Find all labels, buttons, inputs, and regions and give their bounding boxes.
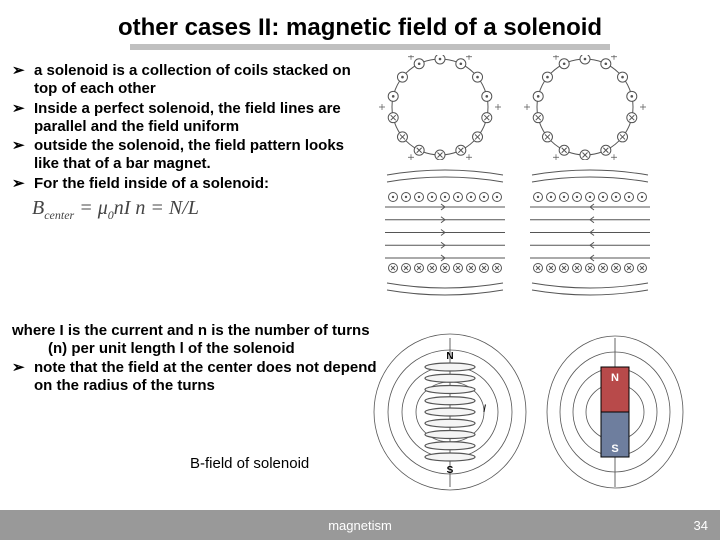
bullet-arrow-icon: ➢ <box>12 175 25 193</box>
equation-sub: center <box>44 208 74 222</box>
equation-part: B <box>32 197 44 219</box>
footer-text: magnetism <box>0 518 720 533</box>
bullet-text: For the field inside of a solenoid: <box>34 175 269 192</box>
bullet-item: ➢ For the field inside of a solenoid: <box>12 175 362 193</box>
svg-text:I: I <box>483 403 486 415</box>
field-diagram-right <box>520 165 660 300</box>
bullet-arrow-icon: ➢ <box>12 100 25 118</box>
bullet-item: ➢ Inside a perfect solenoid, the field li… <box>12 100 362 137</box>
bullet-arrow-icon: ➢ <box>12 137 25 155</box>
bullet-arrow-icon: ➢ <box>12 359 25 377</box>
content-lower: where I is the current and n is the numb… <box>12 322 380 396</box>
svg-text:N: N <box>611 372 619 384</box>
bullet-arrow-icon: ➢ <box>12 62 25 80</box>
bullet-text: a solenoid is a collection of coils stac… <box>34 62 351 97</box>
svg-text:S: S <box>447 465 454 476</box>
ring-diagram-left <box>375 55 505 160</box>
solenoid-diagram: N S I <box>370 330 530 495</box>
bullet-item: ➢ note that the field at the center does … <box>12 359 380 396</box>
bullet-item: ➢ a solenoid is a collection of coils sta… <box>12 62 362 99</box>
figure-caption: B-field of solenoid <box>190 455 309 472</box>
bullet-text: outside the solenoid, the field pattern … <box>34 137 344 172</box>
equation-part: μ <box>98 197 108 219</box>
equation-part: n = N/L <box>135 197 199 219</box>
bullet-text: Inside a perfect solenoid, the field lin… <box>34 100 341 135</box>
svg-text:N: N <box>446 351 453 362</box>
slide-title: other cases II: magnetic field of a sole… <box>0 14 720 42</box>
svg-text:S: S <box>611 443 618 455</box>
bullet-list-lower: ➢ note that the field at the center does … <box>12 359 380 396</box>
bullet-text: note that the field at the center does n… <box>34 359 377 394</box>
content-block: ➢ a solenoid is a collection of coils sta… <box>12 62 362 227</box>
field-diagram-left <box>375 165 515 300</box>
equation-part: nI <box>114 197 131 219</box>
bullet-list: ➢ a solenoid is a collection of coils sta… <box>12 62 362 193</box>
bar-magnet-diagram: NS <box>540 330 690 495</box>
equation: Bcenter = μ0nI n = N/L <box>32 197 362 223</box>
ring-diagram-right <box>520 55 650 160</box>
title-underline <box>130 44 610 50</box>
bullet-item: ➢ outside the solenoid, the field pattern… <box>12 137 362 174</box>
where-text: where I is the current and n is the numb… <box>12 322 380 359</box>
page-number: 34 <box>694 518 708 533</box>
